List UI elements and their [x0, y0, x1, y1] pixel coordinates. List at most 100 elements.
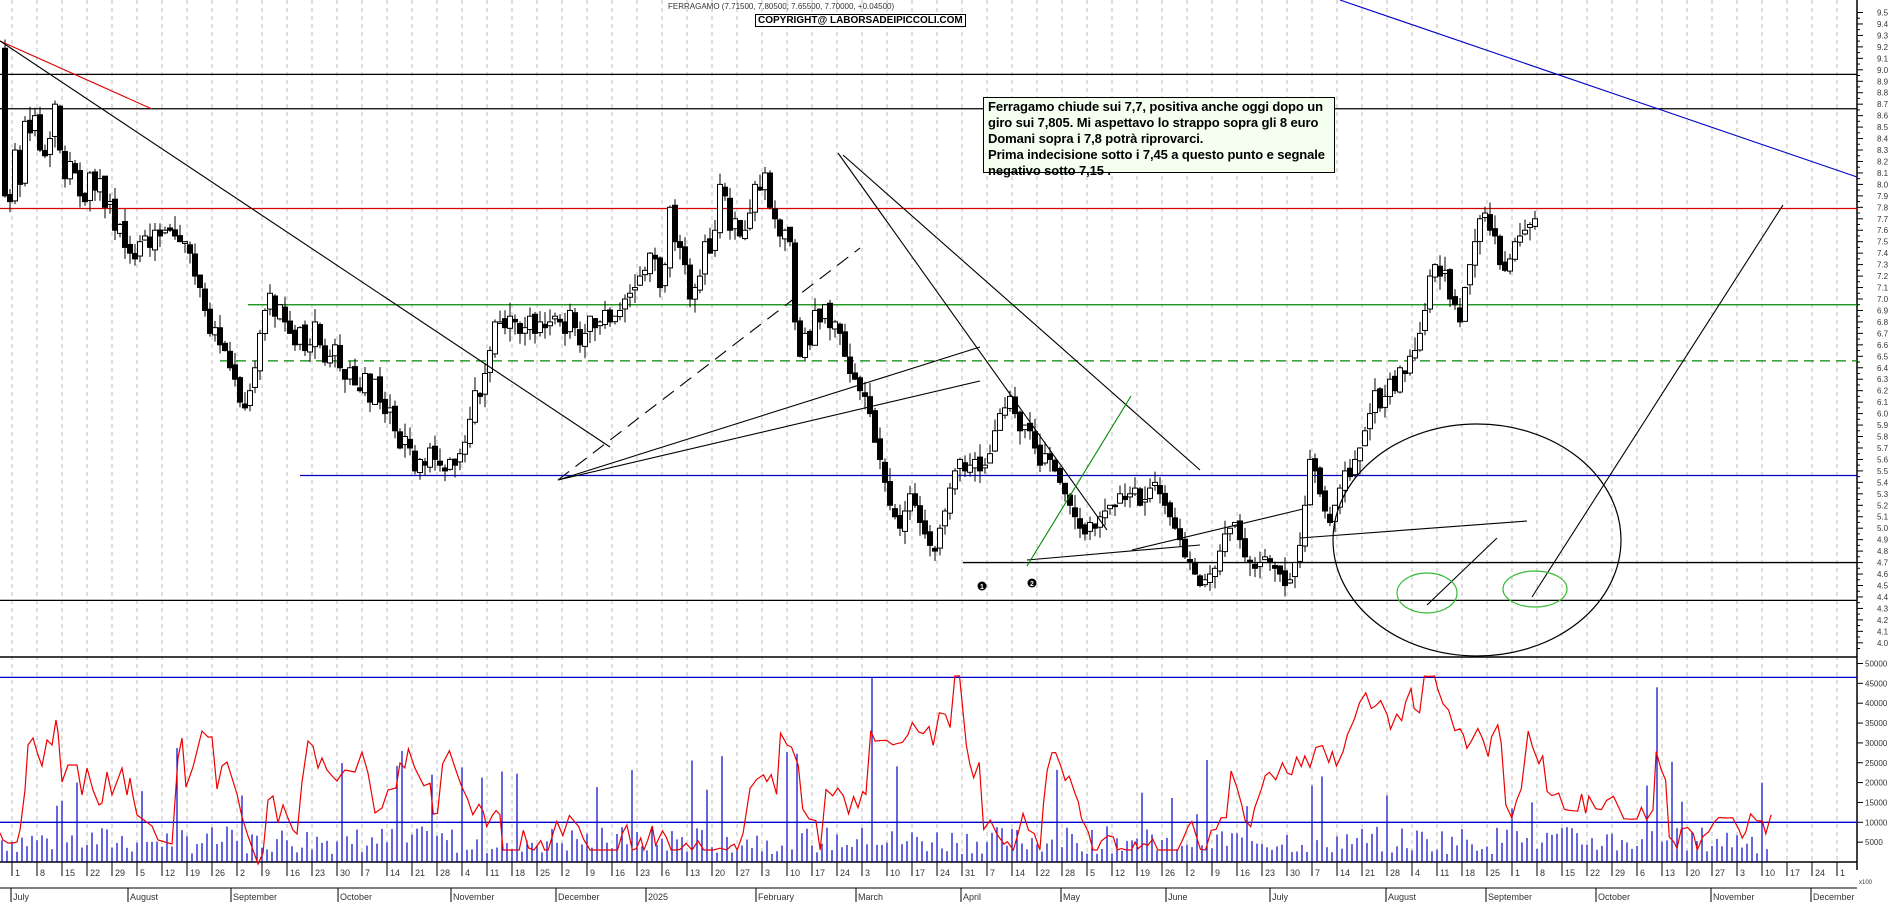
candle-down — [207, 308, 213, 334]
x-tick-label: 27 — [740, 868, 750, 878]
candle-up — [1477, 218, 1483, 242]
candle-up — [1382, 395, 1388, 408]
y-tick-label: 7.7 — [1877, 215, 1889, 224]
candle-down — [912, 493, 918, 506]
candle-up — [947, 487, 953, 514]
month-label: October — [340, 892, 372, 902]
x-tick-label: 6 — [665, 868, 670, 878]
candle-up — [612, 315, 618, 323]
chart-title: FERRAGAMO (7.71500, 7.80500; 7.65500, 7.… — [668, 2, 895, 11]
candle-down — [577, 329, 583, 346]
y-tick-label: 6.4 — [1877, 364, 1889, 373]
candle-up — [537, 321, 543, 334]
candle-down — [1157, 485, 1163, 495]
candle-up — [1227, 527, 1233, 535]
candle-down — [1057, 467, 1063, 483]
candle-down — [1037, 444, 1043, 466]
annotation-line: negativo sotto 7,15 . — [988, 163, 1111, 178]
candle-down — [292, 329, 298, 346]
candle-up — [937, 527, 943, 549]
candle-up — [312, 321, 318, 348]
candle-up — [697, 275, 703, 291]
candle-down — [607, 309, 613, 323]
candle-up — [597, 321, 603, 327]
y-tick-label: 4.4 — [1877, 593, 1889, 602]
x-tick-label: 26 — [1165, 868, 1175, 878]
candle-down — [2, 47, 8, 197]
candle-down — [652, 254, 658, 260]
candle-up — [1407, 355, 1413, 374]
candle-down — [672, 204, 678, 243]
y-tick-label: 6.3 — [1877, 375, 1889, 384]
candle-down — [927, 531, 933, 546]
x-tick-label: 4 — [465, 868, 470, 878]
x-tick-label: 9 — [265, 868, 270, 878]
candle-down — [122, 221, 128, 248]
trend-line — [0, 40, 153, 110]
candle-up — [802, 332, 808, 358]
candle-down — [282, 306, 288, 323]
y-tick-label: 5.4 — [1877, 478, 1889, 487]
candle-up — [602, 309, 608, 325]
month-label: December — [558, 892, 600, 902]
y-tick-label: 6.2 — [1877, 387, 1889, 396]
y-tick-label: 5.0 — [1877, 524, 1889, 533]
candle-up — [902, 510, 908, 532]
y-tick-label: 6.9 — [1877, 306, 1889, 315]
candle-down — [37, 114, 43, 151]
candle-up — [1042, 453, 1048, 464]
candle-up — [1432, 264, 1438, 278]
candle-down — [557, 318, 563, 323]
y-tick-label: 7.0 — [1877, 295, 1889, 304]
candle-up — [762, 172, 768, 191]
candle-up — [67, 160, 73, 180]
candle-up — [1527, 224, 1533, 228]
y-tick-label: 9.4 — [1877, 20, 1889, 29]
x-tick-label: 24 — [940, 868, 950, 878]
x-tick-label: 19 — [190, 868, 200, 878]
candle-down — [1062, 482, 1068, 495]
candle-down — [92, 171, 98, 191]
candle-down — [887, 481, 893, 506]
y-tick-label: 7.4 — [1877, 249, 1889, 258]
candle-up — [1357, 447, 1363, 462]
y-tick-label: 6.0 — [1877, 410, 1889, 419]
candle-down — [222, 342, 228, 352]
candle-up — [1427, 275, 1433, 310]
candle-down — [412, 450, 418, 472]
y-tick-label: 8.3 — [1877, 146, 1889, 155]
x-tick-label: 16 — [290, 868, 300, 878]
x-tick-label: 20 — [715, 868, 725, 878]
candle-up — [1132, 487, 1138, 495]
x-tick-label: 26 — [215, 868, 225, 878]
candle-down — [797, 320, 803, 357]
candle-down — [237, 377, 243, 403]
trend-line — [842, 154, 1201, 471]
y-tick-label: 9.1 — [1877, 54, 1889, 63]
candle-up — [822, 304, 828, 320]
candle-up — [527, 315, 533, 331]
x-tick-label: 6 — [1640, 868, 1645, 878]
candle-down — [352, 366, 358, 386]
candle-up — [907, 493, 913, 512]
y-tick-label: 5.1 — [1877, 513, 1889, 522]
volume-tick-label: 20000 — [1865, 779, 1888, 788]
candle-up — [467, 418, 473, 444]
x-tick-label: 22 — [1040, 868, 1050, 878]
candle-down — [1347, 467, 1353, 478]
candle-down — [512, 318, 518, 323]
candle-down — [1182, 538, 1188, 558]
candle-down — [877, 438, 883, 460]
candle-up — [1127, 493, 1133, 498]
candle-up — [117, 224, 123, 234]
x-tick-label: 8 — [40, 868, 45, 878]
candle-up — [152, 229, 158, 251]
candle-up — [507, 315, 513, 329]
candle-up — [297, 327, 303, 345]
trend-line — [557, 346, 981, 481]
candle-down — [232, 364, 238, 380]
month-label: September — [233, 892, 277, 902]
trend-line — [557, 247, 861, 481]
y-tick-label: 4.5 — [1877, 582, 1889, 591]
x-tick-label: 15 — [65, 868, 75, 878]
